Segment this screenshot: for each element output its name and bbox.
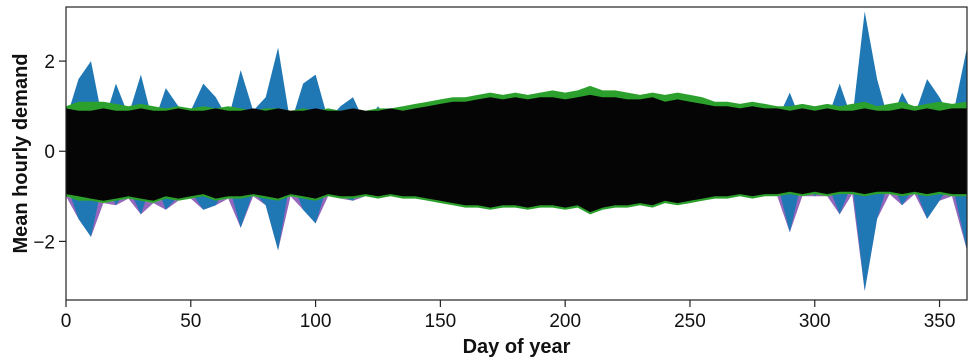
x-tick-label: 300: [799, 311, 831, 332]
y-axis-title: Mean hourly demand: [10, 53, 32, 253]
area-series-0: [66, 94, 967, 213]
y-tick-label: −2: [33, 232, 55, 253]
x-tick-label: 0: [61, 311, 72, 332]
x-tick-label: 350: [924, 311, 956, 332]
y-tick-label: 0: [44, 142, 55, 163]
area-series-lower-envelope: [66, 194, 967, 291]
x-tick-label: 150: [425, 311, 457, 332]
x-tick-label: 50: [180, 311, 201, 332]
x-tick-label: 250: [674, 311, 706, 332]
x-axis-title: Day of year: [463, 336, 571, 358]
y-tick-label: 2: [44, 52, 55, 73]
y-axis: −2 0 2: [33, 52, 66, 253]
x-axis: 0 50 100 150 200 250 300 350: [61, 300, 956, 332]
x-tick-label: 200: [549, 311, 581, 332]
plot-area: [66, 11, 967, 291]
plot-frame: [65, 6, 968, 301]
x-tick-label: 100: [300, 311, 332, 332]
